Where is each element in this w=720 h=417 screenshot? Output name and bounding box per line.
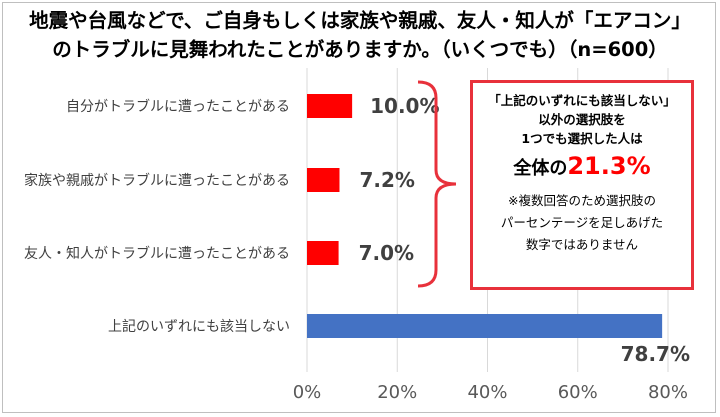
- value-label-1: 7.2%: [359, 168, 414, 192]
- callout-note-line-2: パーセンテージを足しあげた: [500, 215, 664, 230]
- category-label-0: 自分がトラブルに遭ったことがある: [66, 98, 290, 115]
- callout-total: 全体の21.3%: [473, 152, 691, 180]
- x-tick-label-2: 40%: [467, 382, 507, 403]
- title-line-2: のトラブルに見舞われたことがありますか。（いくつでも）（n=600）: [52, 38, 668, 61]
- x-tick-labels: 0% 20% 40% 60% 80%: [293, 382, 688, 403]
- callout-line-3: 1つでも選択した人は: [521, 131, 643, 146]
- callout-note-line-3: 数字ではありません: [525, 237, 639, 252]
- bar-2: [307, 241, 339, 265]
- callout-note-line-1: ※複数回答のため選択肢の: [508, 193, 656, 208]
- group-bracket: [417, 80, 457, 288]
- bars: [307, 94, 663, 338]
- callout-total-value: 21.3%: [567, 152, 651, 180]
- value-label-0: 10.0%: [370, 94, 439, 118]
- summary-callout: 「上記のいずれにも該当しない」 以外の選択肢を 1つでも選択した人は 全体の21…: [470, 80, 694, 290]
- x-tick-label-1: 20%: [377, 382, 417, 403]
- value-labels: 10.0% 7.2% 7.0% 78.7%: [359, 94, 690, 366]
- bar-1: [307, 168, 340, 192]
- callout-note: ※複数回答のため選択肢の パーセンテージを足しあげた 数字ではありません: [473, 190, 691, 256]
- category-label-1: 家族や親戚がトラブルに遭ったことがある: [24, 172, 290, 189]
- bar-0: [307, 94, 353, 118]
- value-label-3: 78.7%: [621, 342, 690, 366]
- x-tick-label-4: 80%: [648, 382, 688, 403]
- category-label-2: 友人・知人がトラブルに遭ったことがある: [24, 245, 290, 262]
- category-labels: 自分がトラブルに遭ったことがある家族や親戚がトラブルに遭ったことがある友人・知人…: [24, 98, 290, 335]
- bar-3: [307, 314, 663, 338]
- title-line-1: 地震や台風などで、ご自身もしくは家族や親戚、友人・知人が「エアコン」: [29, 9, 691, 32]
- callout-line-2: 以外の選択肢を: [538, 112, 626, 127]
- callout-line-1: 「上記のいずれにも該当しない」: [488, 93, 676, 108]
- chart-title: 地震や台風などで、ご自身もしくは家族や親戚、友人・知人が「エアコン」 のトラブル…: [10, 6, 710, 64]
- x-tick-label-0: 0%: [293, 382, 322, 403]
- value-label-2: 7.0%: [359, 241, 414, 265]
- category-label-3: 上記のいずれにも該当しない: [108, 318, 290, 335]
- x-tick-label-3: 60%: [558, 382, 598, 403]
- callout-total-label: 全体の: [513, 158, 568, 179]
